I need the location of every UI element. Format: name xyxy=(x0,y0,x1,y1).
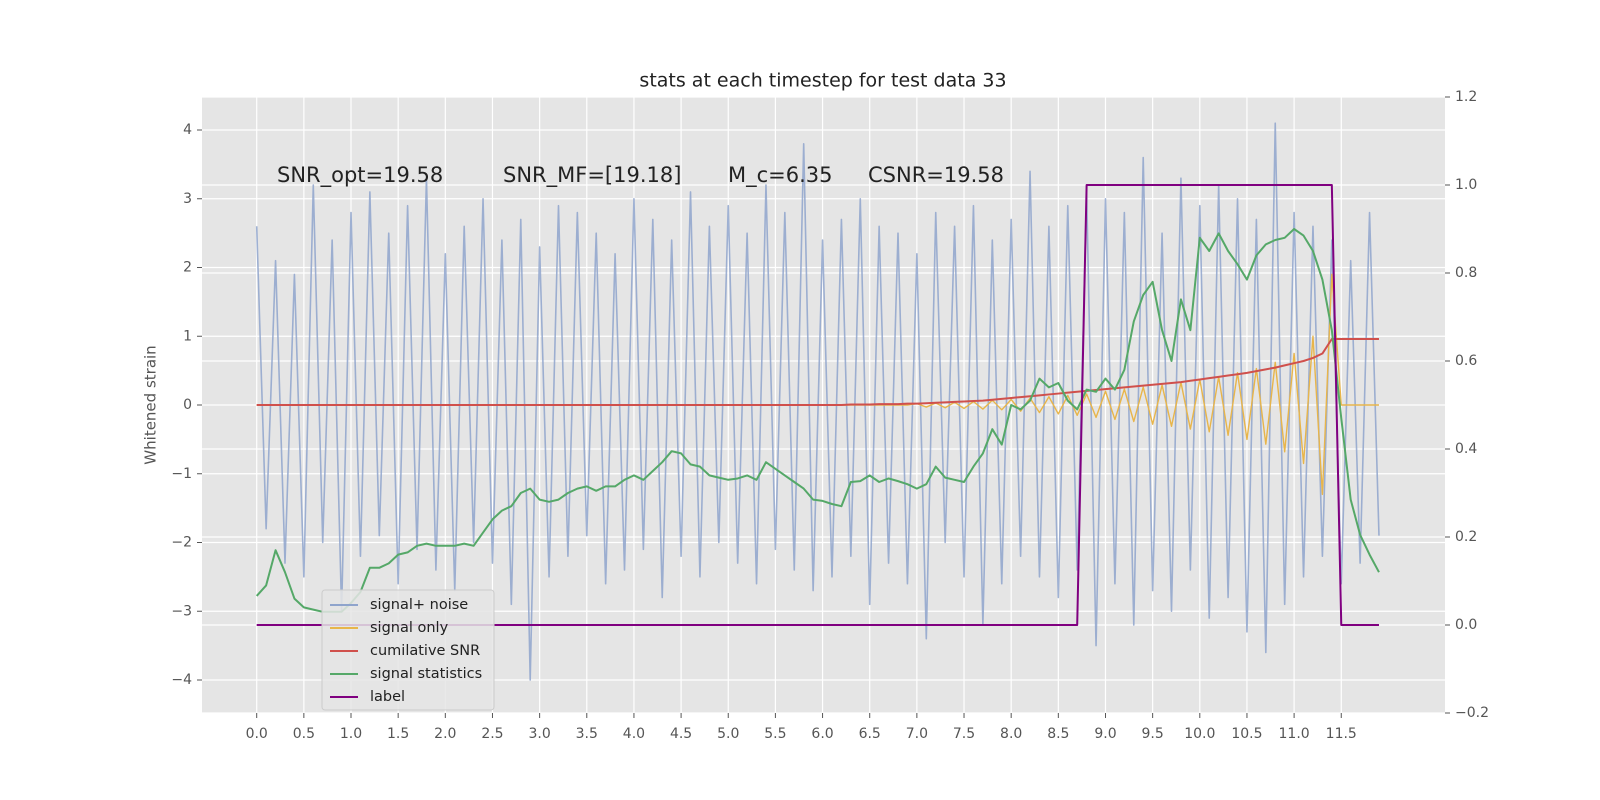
x-tick-label: 10.5 xyxy=(1231,726,1262,742)
x-tick-label: 9.5 xyxy=(1142,726,1164,742)
chart-title: stats at each timestep for test data 33 xyxy=(639,70,1006,92)
x-tick-label: 2.0 xyxy=(434,726,456,742)
x-tick-label: 0.5 xyxy=(293,726,315,742)
x-tick-label: 5.5 xyxy=(764,726,786,742)
x-tick-label: 1.5 xyxy=(387,726,409,742)
annotation: SNR_MF=[19.18] xyxy=(503,163,681,188)
legend-label: signal statistics xyxy=(370,666,482,682)
x-tick-label: 8.0 xyxy=(1000,726,1022,742)
y2-tick-label: 0.0 xyxy=(1455,617,1477,633)
x-tick-label: 1.0 xyxy=(340,726,362,742)
x-tick-label: 7.5 xyxy=(953,726,975,742)
annotation: M_c=6.35 xyxy=(728,163,833,188)
y2-tick-label: 0.4 xyxy=(1455,441,1477,457)
y2-tick-label: −0.2 xyxy=(1455,705,1489,721)
y-axis-label: Whitened strain xyxy=(142,345,160,464)
series-line xyxy=(255,228,1380,613)
legend-label: cumilative SNR xyxy=(370,643,480,659)
x-tick-label: 0.0 xyxy=(246,726,268,742)
y-tick-label: −1 xyxy=(171,466,192,482)
legend: signal+ noise signal only cumilative SNR si… xyxy=(321,589,495,711)
annotation: SNR_opt=19.58 xyxy=(277,163,443,188)
legend-label: signal only xyxy=(370,620,449,636)
legend-label: signal+ noise xyxy=(370,597,468,613)
y2-tick-label: 0.6 xyxy=(1455,353,1477,369)
annotation: CSNR=19.58 xyxy=(868,163,1004,187)
x-tick-label: 10.0 xyxy=(1184,726,1215,742)
x-tick-label: 7.0 xyxy=(906,726,928,742)
x-tick-label: 6.0 xyxy=(811,726,833,742)
x-tick-label: 11.0 xyxy=(1279,726,1310,742)
y-tick-label: 2 xyxy=(183,260,192,276)
y-tick-label: 1 xyxy=(183,328,192,344)
x-tick-label: 5.0 xyxy=(717,726,739,742)
y-tick-label: 0 xyxy=(183,397,192,413)
x-tick-label: 8.5 xyxy=(1047,726,1069,742)
y2-tick-label: 1.2 xyxy=(1455,89,1477,105)
x-tick-label: 4.0 xyxy=(623,726,645,742)
legend-label: label xyxy=(370,689,405,705)
x-tick-label: 4.5 xyxy=(670,726,692,742)
series-line xyxy=(255,122,1380,681)
x-tick-label: 3.5 xyxy=(576,726,598,742)
y-tick-label: −3 xyxy=(171,603,192,619)
x-tick-label: 2.5 xyxy=(481,726,503,742)
y-tick-label: −2 xyxy=(171,535,192,551)
y2-tick-label: 0.2 xyxy=(1455,529,1477,545)
x-tick-label: 6.5 xyxy=(859,726,881,742)
x-tick-label: 9.0 xyxy=(1094,726,1116,742)
y-tick-label: −4 xyxy=(171,672,192,688)
y2-tick-label: 1.0 xyxy=(1455,177,1477,193)
legend-box xyxy=(321,589,495,711)
y2-tick-label: 0.8 xyxy=(1455,265,1477,281)
series-line xyxy=(256,338,1379,406)
x-tick-label: 11.5 xyxy=(1326,726,1357,742)
y-tick-label: 4 xyxy=(183,122,192,138)
x-tick-label: 3.0 xyxy=(528,726,550,742)
y-tick-label: 3 xyxy=(183,191,192,207)
